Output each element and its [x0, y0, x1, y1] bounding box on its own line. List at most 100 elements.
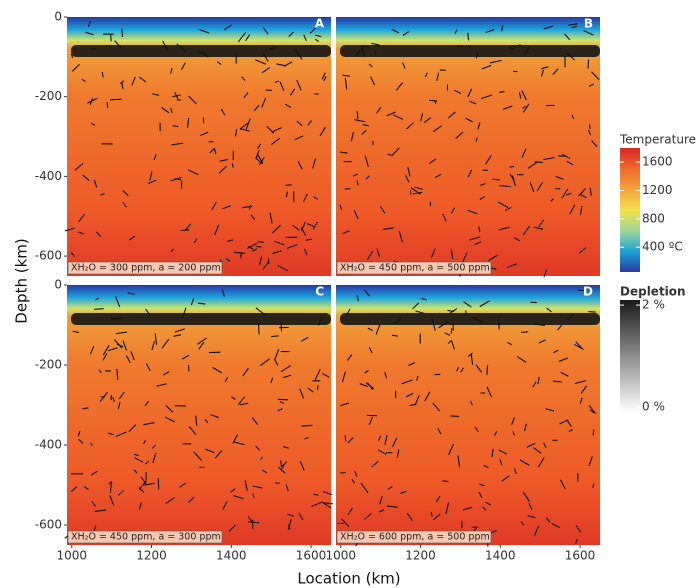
flow-vector — [143, 422, 155, 426]
flow-vector — [242, 367, 249, 377]
flow-vector — [528, 503, 533, 510]
flow-vector — [143, 439, 147, 445]
flow-vector — [579, 205, 583, 215]
flow-vector — [456, 366, 460, 372]
flow-vector — [591, 140, 598, 148]
flow-vector — [511, 175, 516, 187]
flow-vector — [414, 395, 420, 406]
flow-vector — [280, 365, 291, 373]
flow-vector — [394, 318, 402, 324]
flow-vector — [550, 522, 560, 528]
flow-vector — [274, 240, 285, 246]
flow-vector — [100, 193, 105, 196]
flow-vector — [122, 190, 129, 197]
x-tick-label: 1200 — [405, 549, 436, 563]
flow-vector — [98, 369, 102, 374]
flow-vector — [231, 396, 236, 400]
flow-vector — [232, 434, 239, 444]
flow-vector — [519, 459, 530, 466]
flow-vector — [72, 330, 80, 334]
flow-vector — [378, 435, 382, 441]
flow-vector — [552, 68, 559, 75]
flow-vector — [116, 368, 119, 380]
flow-vector — [78, 213, 85, 223]
flow-vector — [241, 76, 246, 81]
flow-vector — [228, 524, 236, 532]
flow-vector — [478, 226, 481, 233]
flow-vector — [467, 352, 473, 358]
flow-vector — [111, 317, 124, 320]
flow-vector — [82, 174, 90, 181]
colorbar-tick-label: 800 — [642, 211, 665, 225]
flow-vector — [386, 111, 396, 117]
y-tick-label: -600 — [35, 249, 62, 263]
flow-vector — [121, 81, 124, 90]
flow-vector — [121, 28, 124, 37]
flow-vector — [462, 506, 473, 511]
flow-vector — [185, 223, 192, 231]
flow-vector — [275, 482, 280, 484]
flow-vector — [200, 51, 209, 58]
flow-vector — [165, 497, 175, 505]
flow-vector — [313, 493, 319, 496]
flow-vector — [447, 309, 455, 312]
flow-vector — [271, 224, 282, 234]
flow-vector — [513, 44, 521, 48]
flow-vector — [262, 27, 269, 35]
flow-vector — [285, 484, 289, 492]
panel-label: B — [584, 17, 593, 31]
flow-vector — [368, 416, 373, 426]
flow-vector — [187, 496, 195, 504]
flow-vector — [129, 235, 136, 241]
flow-vector — [470, 353, 474, 366]
flow-vector — [522, 225, 531, 236]
flow-vector — [219, 158, 229, 162]
flow-vector — [545, 517, 551, 523]
flow-vector — [237, 32, 246, 43]
flow-vector — [214, 224, 220, 235]
flow-vector — [131, 76, 136, 86]
flow-vector — [171, 142, 184, 146]
flow-vector — [180, 62, 186, 71]
flow-vector — [384, 372, 388, 379]
flow-vector — [318, 317, 323, 326]
flow-vector — [405, 392, 414, 398]
flow-vector — [447, 340, 452, 344]
flow-vector — [279, 401, 284, 405]
flow-vector — [583, 30, 594, 36]
y-tick-label: -400 — [35, 438, 62, 452]
colorbar — [620, 148, 640, 272]
flow-vector — [277, 466, 286, 474]
flow-vector — [391, 334, 399, 337]
flow-vector — [339, 151, 348, 154]
flow-vector — [384, 435, 388, 445]
flow-vector — [174, 178, 181, 181]
flow-vector — [70, 53, 74, 59]
flow-vector — [161, 338, 170, 349]
flow-vector — [113, 338, 123, 349]
flow-vector — [250, 214, 256, 220]
flow-vector — [144, 400, 150, 407]
flow-vector — [214, 449, 223, 459]
flow-vector — [506, 263, 518, 269]
flow-vector — [543, 442, 547, 448]
flow-vector — [498, 449, 508, 455]
flow-vector — [360, 482, 369, 493]
flow-vector — [231, 163, 234, 168]
flow-vector — [187, 364, 190, 372]
flow-vector — [222, 500, 228, 510]
flow-vector — [465, 117, 473, 123]
flow-vector — [187, 169, 199, 176]
flow-vector — [303, 248, 308, 256]
flow-vector — [474, 426, 479, 432]
flow-vector — [565, 192, 572, 196]
annotation-box — [336, 530, 492, 544]
flow-vector — [460, 367, 464, 373]
temperature-field — [336, 17, 600, 276]
flow-vector — [109, 495, 115, 506]
flow-vector — [145, 460, 150, 465]
flow-vector — [432, 125, 442, 133]
flow-vector — [378, 509, 385, 513]
flow-vector — [240, 402, 249, 406]
flow-vector — [377, 449, 387, 455]
